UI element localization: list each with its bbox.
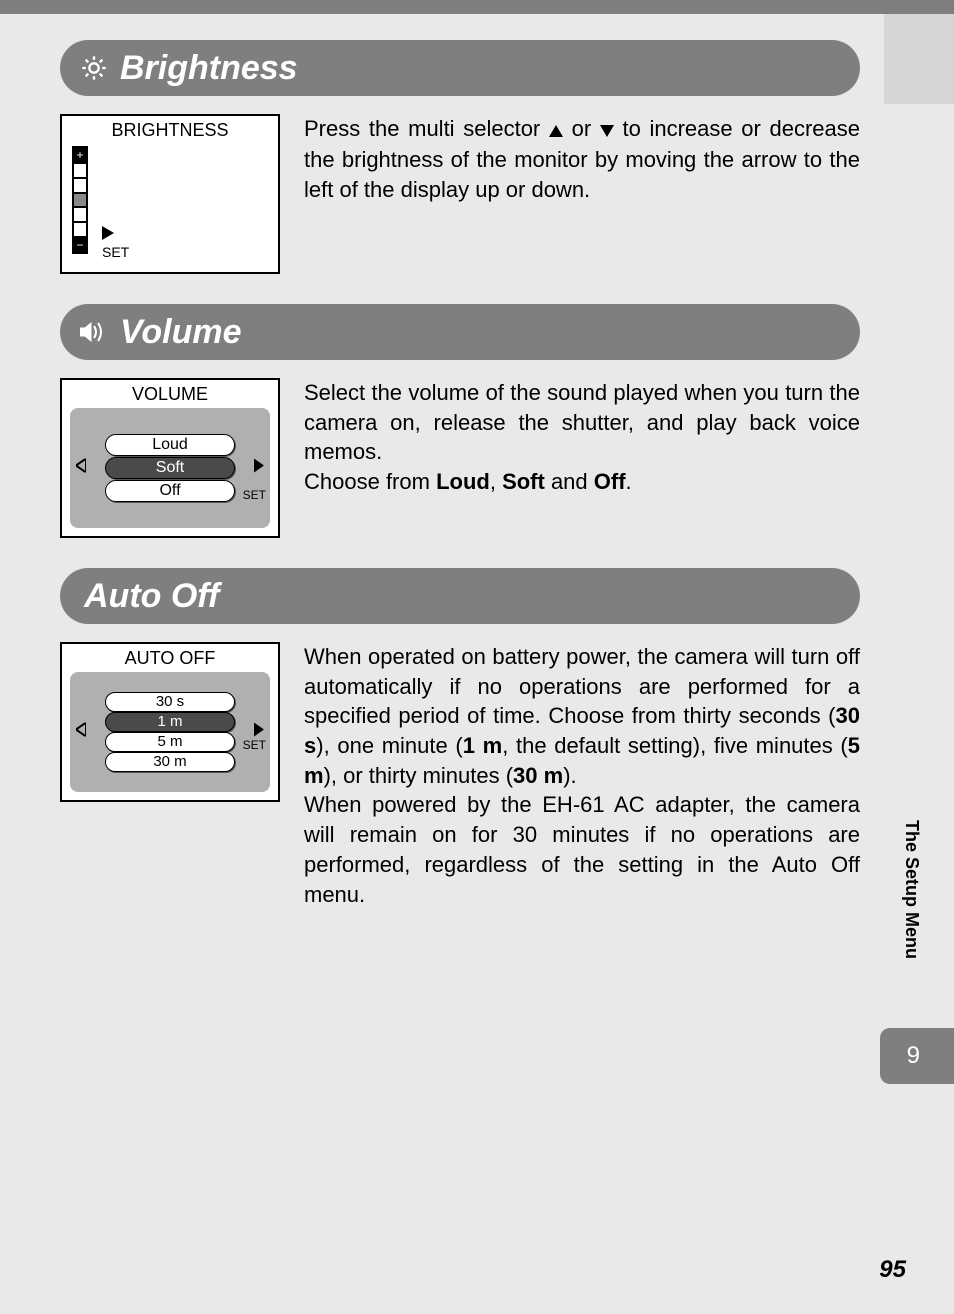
text: Press the multi selector: [304, 116, 549, 141]
option-1m[interactable]: 1 m: [105, 712, 235, 732]
volume-screen-title: VOLUME: [62, 380, 278, 405]
heading-volume: Volume: [60, 304, 860, 360]
set-label: SET: [102, 244, 129, 260]
volume-row: VOLUME Loud Soft Off SET Select the volu…: [60, 378, 860, 538]
text: 30 m: [513, 763, 563, 788]
set-label: SET: [243, 738, 266, 752]
brightness-screen: BRIGHTNESS + − SET: [60, 114, 280, 274]
autooff-desc: When operated on battery power, the came…: [304, 642, 860, 909]
left-arrow-icon: [76, 723, 86, 742]
brightness-desc: Press the multi selector or to increase …: [304, 114, 860, 204]
right-arrow-icon: [102, 226, 116, 245]
right-arrow-icon: [254, 459, 264, 478]
autooff-screen-title: AUTO OFF: [62, 644, 278, 669]
brightness-icon: [80, 54, 120, 82]
volume-screen: VOLUME Loud Soft Off SET: [60, 378, 280, 538]
volume-icon: [80, 322, 120, 342]
text: 1 m: [463, 733, 502, 758]
text: ), one minute (: [316, 733, 462, 758]
option-5m[interactable]: 5 m: [105, 732, 235, 752]
heading-autooff-text: Auto Off: [84, 577, 219, 616]
text: Choose from: [304, 469, 436, 494]
volume-options: Loud Soft Off SET: [70, 408, 270, 528]
option-loud[interactable]: Loud: [105, 434, 235, 456]
side-tab-number: 9: [880, 1028, 924, 1084]
side-tab-stub: [922, 1028, 954, 1084]
option-off[interactable]: Off: [105, 480, 235, 502]
text: ).: [563, 763, 576, 788]
page-content: Brightness BRIGHTNESS + − SET: [60, 14, 860, 939]
option-soft[interactable]: Soft: [105, 457, 235, 479]
text: When operated on battery power, the came…: [304, 644, 860, 728]
text: ,: [490, 469, 502, 494]
option-30s[interactable]: 30 s: [105, 692, 235, 712]
up-triangle-icon: [549, 115, 563, 145]
text: Off: [594, 469, 626, 494]
left-arrow-icon: [76, 459, 86, 478]
autooff-screen: AUTO OFF 30 s 1 m 5 m 30 m SET: [60, 642, 280, 802]
autooff-row: AUTO OFF 30 s 1 m 5 m 30 m SET When oper…: [60, 642, 860, 909]
text: ), or thirty minutes (: [324, 763, 513, 788]
down-triangle-icon: [600, 115, 614, 145]
text: Soft: [502, 469, 545, 494]
text: When powered by the EH-61 AC adapter, th…: [304, 792, 860, 906]
heading-autooff: Auto Off: [60, 568, 860, 624]
text: .: [626, 469, 632, 494]
autooff-options: 30 s 1 m 5 m 30 m SET: [70, 672, 270, 792]
text: , the default setting), five minutes (: [502, 733, 848, 758]
volume-desc: Select the volume of the sound played wh…: [304, 378, 860, 497]
top-band: [0, 0, 954, 14]
option-30m[interactable]: 30 m: [105, 752, 235, 772]
text: Loud: [436, 469, 490, 494]
text: Select the volume of the sound played wh…: [304, 380, 860, 464]
text: and: [545, 469, 594, 494]
brightness-screen-title: BRIGHTNESS: [62, 116, 278, 141]
heading-volume-text: Volume: [120, 313, 242, 352]
side-tab-label: The Setup Menu: [901, 820, 922, 959]
set-label: SET: [243, 488, 266, 502]
heading-brightness-text: Brightness: [120, 49, 298, 88]
page-number: 95: [879, 1256, 906, 1284]
text: or: [572, 116, 600, 141]
corner-block: [884, 14, 954, 104]
brightness-scale: + −: [72, 146, 88, 254]
heading-brightness: Brightness: [60, 40, 860, 96]
brightness-row: BRIGHTNESS + − SET Press the multi selec: [60, 114, 860, 274]
